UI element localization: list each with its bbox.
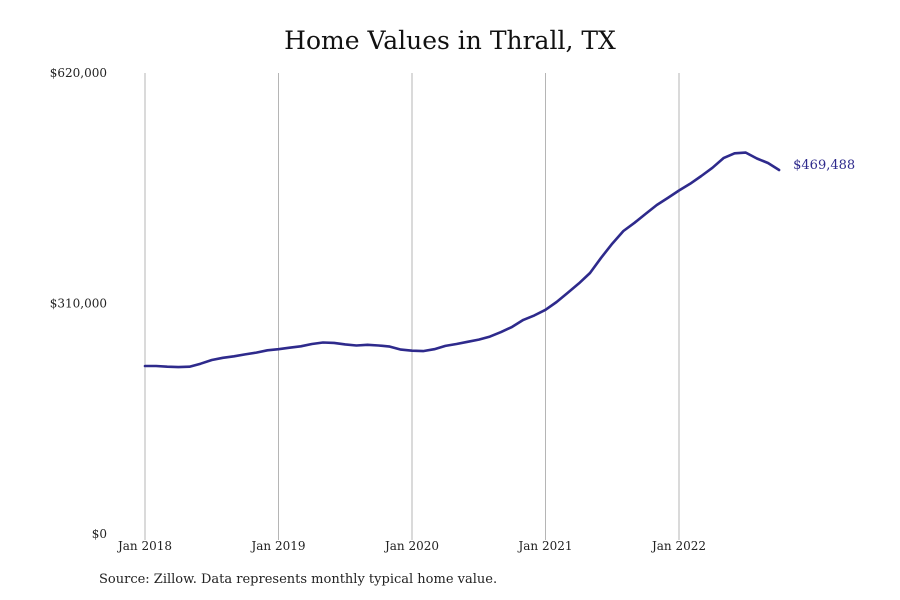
y-tick-label: $310,000 [50,297,107,311]
y-tick-label: $620,000 [50,66,107,80]
x-tick-label: Jan 2020 [383,539,439,553]
series-layer [143,151,781,369]
source-note: Source: Zillow. Data represents monthly … [99,572,498,587]
x-tick-label: Jan 2022 [650,539,706,553]
gridlines [144,73,680,540]
y-tick-label: $0 [92,527,107,541]
x-tick-label: Jan 2021 [516,539,572,553]
end-value-label: $469,488 [793,158,855,173]
series-line [143,151,781,369]
chart-title: Home Values in Thrall, TX [284,26,616,55]
x-axis-ticks: Jan 2018 Jan 2019 Jan 2020 Jan 2021 Jan 2022 [116,539,706,553]
data-labels: $469,488 [793,158,855,173]
y-axis-ticks: $620,000 $310,000 $0 [50,66,107,541]
x-tick-label: Jan 2019 [249,539,305,553]
x-tick-label: Jan 2018 [116,539,172,553]
